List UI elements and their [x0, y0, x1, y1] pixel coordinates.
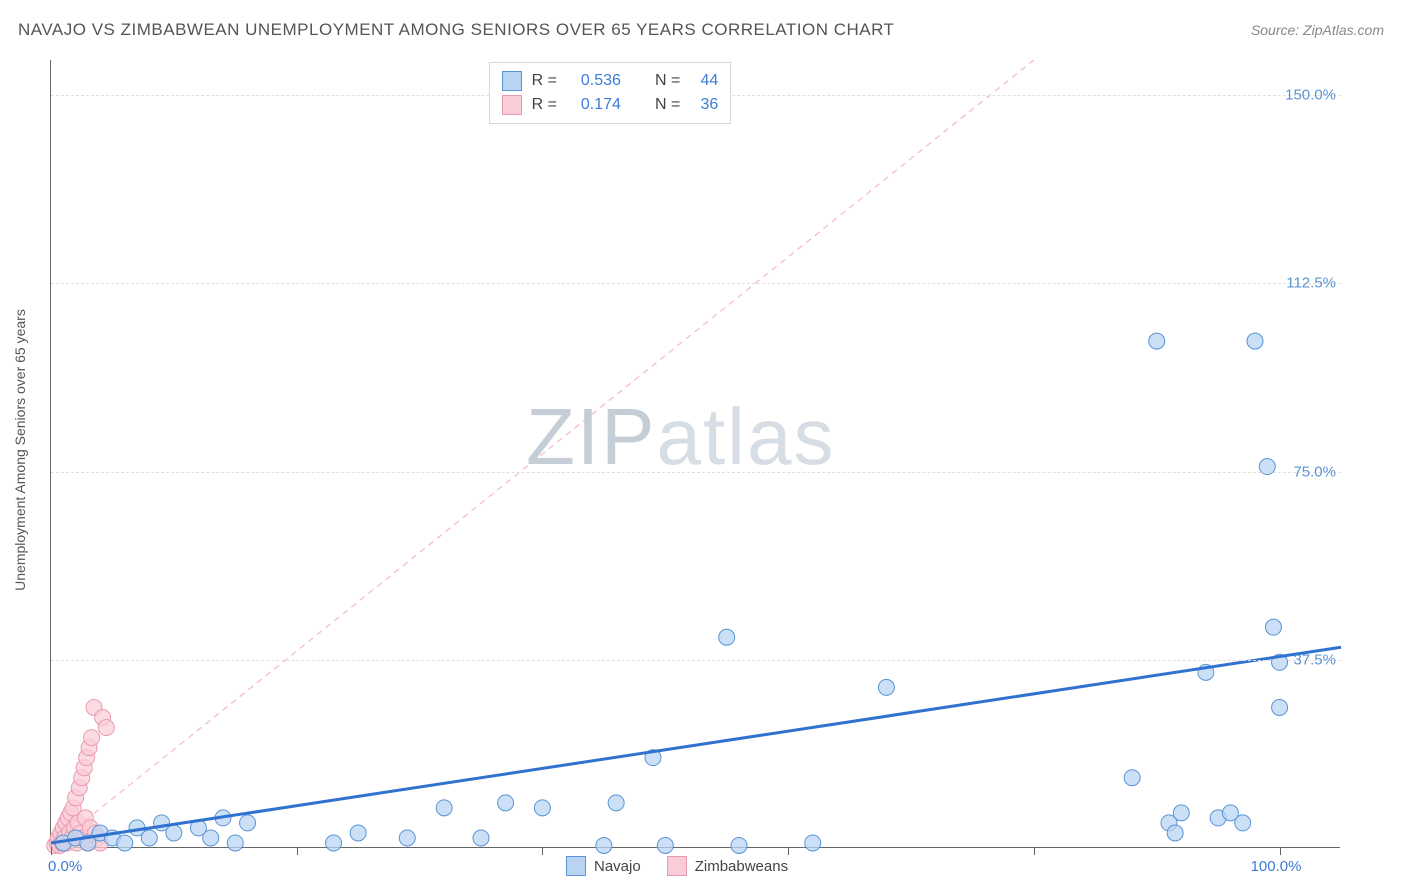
data-point: [98, 720, 114, 736]
chart-title: NAVAJO VS ZIMBABWEAN UNEMPLOYMENT AMONG …: [18, 20, 894, 40]
gridline: [51, 660, 1341, 661]
trend-line: [51, 647, 1341, 843]
x-tick: [297, 847, 298, 855]
data-point: [350, 825, 366, 841]
legend-label: Navajo: [594, 858, 641, 875]
legend: Navajo Zimbabweans: [566, 856, 806, 876]
y-tick-label: 150.0%: [1285, 87, 1336, 104]
data-point: [473, 830, 489, 846]
x-axis-end-label: 100.0%: [1251, 858, 1302, 875]
gridline: [51, 472, 1341, 473]
data-point: [719, 629, 735, 645]
legend-label: Zimbabweans: [695, 858, 788, 875]
source-name: ZipAtlas.com: [1303, 22, 1384, 38]
data-point: [1173, 805, 1189, 821]
data-point: [596, 837, 612, 853]
legend-swatch: [502, 95, 522, 115]
x-tick: [1034, 847, 1035, 855]
correlation-row: R =0.174N =36: [502, 93, 719, 117]
data-point: [805, 835, 821, 851]
data-point: [534, 800, 550, 816]
data-point: [1247, 333, 1263, 349]
data-point: [1235, 815, 1251, 831]
data-point: [1124, 770, 1140, 786]
x-tick: [1280, 847, 1281, 855]
x-tick: [788, 847, 789, 855]
data-point: [1167, 825, 1183, 841]
legend-swatch: [566, 856, 586, 876]
data-point: [436, 800, 452, 816]
data-point: [608, 795, 624, 811]
data-point: [203, 830, 219, 846]
data-point: [240, 815, 256, 831]
data-point: [117, 835, 133, 851]
y-tick-label: 112.5%: [1286, 275, 1336, 292]
legend-swatch: [502, 71, 522, 91]
data-point: [1149, 333, 1165, 349]
data-point: [498, 795, 514, 811]
scatter-svg: [51, 60, 1341, 848]
trend-line: [51, 60, 1034, 848]
data-point: [657, 837, 673, 853]
correlation-stats-box: R =0.536N =44R =0.174N =36: [489, 62, 732, 124]
source-prefix: Source:: [1251, 22, 1303, 38]
x-tick: [542, 847, 543, 855]
source-label: Source: ZipAtlas.com: [1251, 22, 1384, 38]
y-tick-label: 37.5%: [1293, 651, 1336, 668]
data-point: [1272, 699, 1288, 715]
chart-plot-area: ZIPatlas 37.5%75.0%112.5%150.0%: [50, 60, 1340, 848]
data-point: [166, 825, 182, 841]
y-axis-label: Unemployment Among Seniors over 65 years: [12, 168, 28, 450]
data-point: [878, 679, 894, 695]
data-point: [84, 730, 100, 746]
legend-swatch: [667, 856, 687, 876]
data-point: [141, 830, 157, 846]
data-point: [1265, 619, 1281, 635]
correlation-row: R =0.536N =44: [502, 69, 719, 93]
data-point: [227, 835, 243, 851]
data-point: [731, 837, 747, 853]
x-tick: [51, 847, 52, 855]
y-tick-label: 75.0%: [1293, 463, 1336, 480]
gridline: [51, 283, 1341, 284]
data-point: [399, 830, 415, 846]
data-point: [326, 835, 342, 851]
x-axis-start-label: 0.0%: [48, 858, 82, 875]
